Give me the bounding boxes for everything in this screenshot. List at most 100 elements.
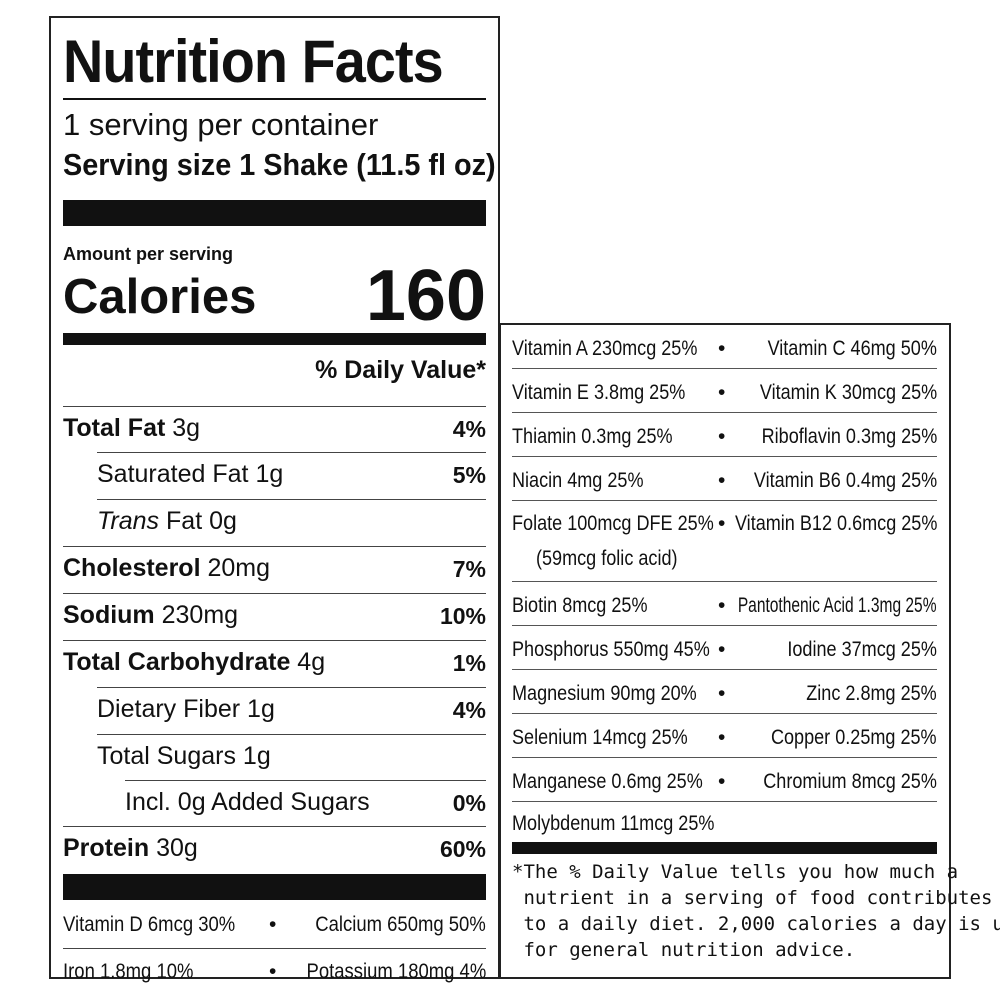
vitamin-row: Thiamin 0.3mg 25% • Riboflavin 0.3mg 25% [512, 413, 937, 457]
amount-per-serving: Amount per serving [63, 244, 234, 264]
vitamin-right: Zinc 2.8mg 25% [806, 682, 937, 705]
serving-size: Serving size 1 Shake (11.5 fl oz) [63, 147, 496, 182]
nutrient-name: Protein [63, 834, 150, 862]
vitamin-row: Manganese 0.6mg 25% • Chromium 8mcg 25% [512, 758, 937, 802]
footnote-line: for general nutrition advice. [512, 939, 856, 961]
vitamin-right: Vitamin C 46mg 50% [767, 337, 937, 360]
nutrient-name: Saturated Fat [97, 460, 249, 488]
vitamin-left: Thiamin 0.3mg 25% [512, 425, 673, 448]
vitamin-left-sub: (59mcg folic acid) [536, 547, 678, 570]
vitamin-row: Biotin 8mcg 25% • Pantothenic Acid 1.3mg… [512, 582, 937, 626]
nutrient-amount: 1g [242, 742, 271, 770]
calories-label: Calories [63, 270, 257, 324]
vitamin-left: Manganese 0.6mg 25% [512, 770, 703, 793]
bullet-icon: • [269, 913, 277, 936]
nutrient-amount: 1g [255, 460, 284, 488]
nutrient-dv: 10% [439, 603, 486, 629]
vitamin-left: Phosphorus 550mg 45% [512, 638, 710, 661]
nutrient-name: Trans [97, 507, 160, 535]
vitamin-right: Vitamin K 30mcg 25% [759, 381, 937, 404]
mineral-left: Vitamin D 6mcg 30% [63, 913, 236, 936]
nutrition-facts-panel: Nutrition Facts 1 serving per container … [49, 16, 500, 983]
nutrient-name: Dietary Fiber [97, 695, 241, 723]
vitamin-right: Iodine 37mcg 25% [787, 638, 937, 661]
vitamin-row: Selenium 14mcg 25% • Copper 0.25mg 25% [512, 714, 937, 758]
vitamin-right: Riboflavin 0.3mg 25% [761, 425, 937, 448]
divider-thick [512, 842, 937, 854]
vitamin-row: Vitamin A 230mcg 25% • Vitamin C 46mg 50… [512, 325, 937, 369]
bullet-icon: • [718, 381, 726, 404]
vitamin-row: Niacin 4mg 25% • Vitamin B6 0.4mg 25% [512, 457, 937, 501]
bullet-icon: • [269, 960, 277, 983]
nutrient-amount: 230mg [161, 601, 239, 629]
vitamin-left: Niacin 4mg 25% [512, 469, 644, 492]
vitamin-right: Chromium 8mcg 25% [763, 770, 937, 793]
bullet-icon: • [718, 337, 726, 360]
nutrient-row-sodium: Sodium 230mg 10% [63, 593, 486, 640]
nutrient-row-total-fat: Total Fat 3g 4% [63, 406, 486, 453]
calories-value: 160 [365, 256, 486, 336]
vitamin-right: Vitamin B6 0.4mg 25% [753, 469, 937, 492]
mineral-left: Iron 1.8mg 10% [63, 960, 194, 983]
footnote-line: *The % Daily Value tells you how much a [512, 861, 959, 883]
nutrient-dv: 7% [452, 556, 486, 582]
bullet-icon: • [718, 726, 726, 749]
vitamin-row: Magnesium 90mg 20% • Zinc 2.8mg 25% [512, 670, 937, 714]
divider-medium [63, 333, 486, 345]
vitamin-left: Molybdenum 11mcg 25% [512, 812, 715, 835]
bullet-icon: • [718, 638, 726, 661]
nutrition-facts-inner: Nutrition Facts 1 serving per container … [63, 18, 496, 983]
nutrient-name: Sodium [63, 601, 155, 629]
nutrient-row-added-sugars: Incl. 0g Added Sugars 0% [125, 780, 486, 827]
nutrient-row-total-carbohydrate: Total Carbohydrate 4g 1% [63, 640, 486, 687]
nutrient-row-dietary-fiber: Dietary Fiber 1g 4% [97, 687, 486, 734]
nutrient-row-trans-fat: Trans Fat 0g [97, 499, 486, 546]
mineral-row: Iron 1.8mg 10% • Potassium 180mg 4% [63, 948, 486, 995]
nutrient-row-saturated-fat: Saturated Fat 1g 5% [97, 452, 486, 499]
mineral-row: Vitamin D 6mcg 30% • Calcium 650mg 50% [63, 901, 486, 949]
mineral-right: Calcium 650mg 50% [315, 913, 486, 936]
vitamin-right: Vitamin B12 0.6mcg 25% [734, 512, 937, 535]
nutrient-dv: 4% [452, 697, 486, 723]
nutrient-dv: 60% [439, 836, 486, 862]
divider-thin [63, 98, 486, 100]
vitamin-row: Folate 100mcg DFE 25% (59mcg folic acid)… [512, 501, 937, 582]
vitamin-left: Biotin 8mcg 25% [512, 594, 648, 617]
nutrient-amount: 30g [156, 834, 198, 862]
vitamin-right: Pantothenic Acid 1.3mg 25% [738, 594, 937, 617]
vitamin-row: Vitamin E 3.8mg 25% • Vitamin K 30mcg 25… [512, 369, 937, 413]
vitamin-row: Phosphorus 550mg 45% • Iodine 37mcg 25% [512, 626, 937, 670]
nutrient-dv: 4% [452, 416, 486, 442]
daily-value-header: % Daily Value* [315, 356, 486, 384]
nutrient-name: Cholesterol [63, 554, 201, 582]
footnote-line: to a daily diet. 2,000 calories a day is… [512, 913, 1000, 935]
bullet-icon: • [718, 425, 726, 448]
nutrient-amount: 20mg [207, 554, 271, 582]
nutrient-amount: 1g [247, 695, 275, 723]
vitamin-row: Molybdenum 11mcg 25% [512, 802, 937, 845]
nutrient-name-suffix: Fat [166, 507, 203, 535]
bullet-icon: • [718, 469, 726, 492]
vitamin-left: Selenium 14mcg 25% [512, 726, 688, 749]
nutrient-name: Incl. 0g Added Sugars [125, 788, 370, 816]
nutrient-dv: 0% [452, 790, 486, 816]
nutrient-name: Total Carbohydrate [63, 648, 291, 676]
vitamin-left: Magnesium 90mg 20% [512, 682, 697, 705]
nutrient-dv: 5% [452, 462, 486, 488]
divider-thick [63, 200, 486, 226]
vitamin-left: Folate 100mcg DFE 25% [512, 512, 714, 535]
nutrient-row-protein: Protein 30g 60% [63, 826, 486, 873]
nutrient-dv: 1% [452, 650, 486, 676]
nutrient-amount: 3g [172, 414, 201, 442]
nutrient-row-cholesterol: Cholesterol 20mg 7% [63, 546, 486, 593]
mineral-right: Potassium 180mg 4% [306, 960, 486, 983]
nutrient-name: Total Fat [63, 414, 166, 442]
nutrient-row-total-sugars: Total Sugars 1g [97, 734, 486, 781]
daily-value-footnote: *The % Daily Value tells you how much a … [512, 859, 1000, 963]
nutrient-amount: 0g [209, 507, 237, 535]
servings-per-container: 1 serving per container [63, 107, 379, 142]
nutrient-amount: 4g [297, 648, 326, 676]
nutrient-name: Total Sugars [97, 742, 236, 770]
vitamins-panel: Vitamin A 230mcg 25% • Vitamin C 46mg 50… [499, 323, 1000, 979]
vitamin-left: Vitamin A 230mcg 25% [512, 337, 698, 360]
